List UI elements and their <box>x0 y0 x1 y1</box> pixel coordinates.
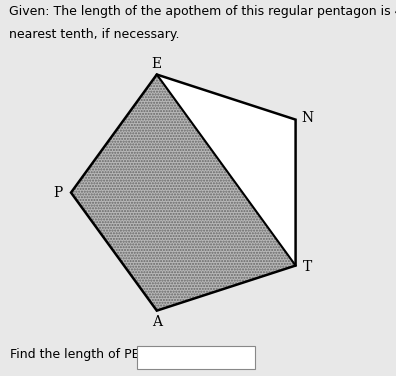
Text: A: A <box>152 315 162 329</box>
Polygon shape <box>157 74 295 265</box>
Text: P: P <box>53 186 62 200</box>
Text: nearest tenth, if necessary.: nearest tenth, if necessary. <box>9 28 179 41</box>
Text: N: N <box>302 111 314 125</box>
Text: Given: The length of the apothem of this regular pentagon is 4.1. Round to the: Given: The length of the apothem of this… <box>9 5 396 18</box>
Text: Find the length of PE=: Find the length of PE= <box>10 348 150 361</box>
FancyBboxPatch shape <box>137 346 255 369</box>
Text: E: E <box>152 57 162 71</box>
Polygon shape <box>71 74 295 311</box>
Text: T: T <box>303 260 312 274</box>
